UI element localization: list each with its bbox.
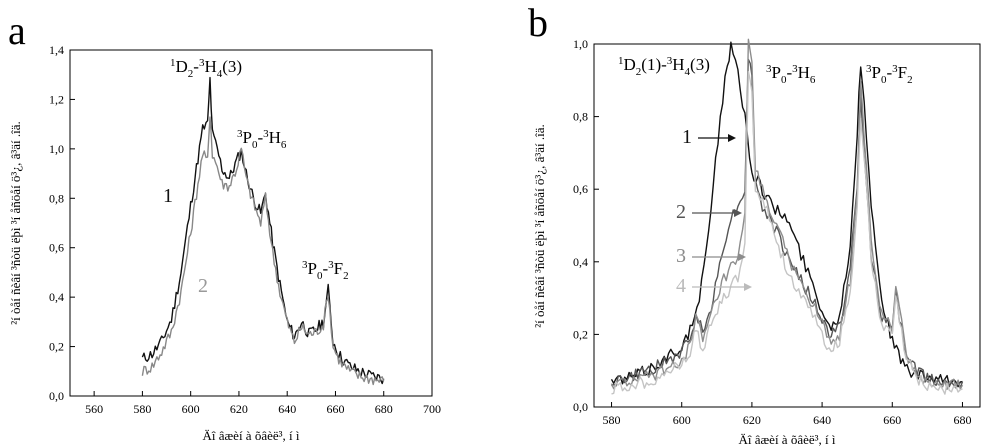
pointer-arrow-b-1 [728, 134, 736, 142]
y-tick-label: 1,0 [573, 37, 588, 51]
x-tick-label: 580 [603, 413, 621, 427]
y-tick-label: 1,4 [49, 43, 64, 57]
plot-frame-a [69, 49, 433, 397]
curve-label-a-1: 1 [163, 185, 173, 207]
x-axis-label-a: Äî âæèí à õâèë³, í ì [202, 428, 299, 443]
axes-b: 580 600 620 640 660 680 0,0 0,2 0,4 0,6 0,8 1,0 [573, 37, 971, 427]
x-tick-label: 600 [182, 402, 200, 416]
y-tick-label: 0,0 [49, 389, 64, 403]
panel-label-b: b [528, 0, 548, 45]
series-line-2 [141, 116, 385, 386]
series-line-4 [611, 70, 963, 395]
x-tick-label: 680 [953, 413, 971, 427]
y-tick-label: 0,4 [49, 290, 64, 304]
y-tick-label: 0,0 [573, 400, 588, 414]
plot-frame-b [593, 43, 981, 408]
curve-label-a-2: 2 [198, 275, 208, 297]
x-tick-label: 560 [85, 402, 103, 416]
series-group-b [610, 38, 964, 395]
axes-a: 560 580 600 620 640 660 680 700 0,0 0,2 0,4 0,6 0,8 1… [49, 43, 441, 416]
series-line-1 [141, 76, 385, 385]
series-group-a [141, 76, 385, 386]
x-tick-label: 660 [326, 402, 344, 416]
annotation-a-3P0-3F2: 3P0-3F2 [302, 259, 349, 282]
y-tick-label: 0,8 [573, 110, 588, 124]
y-axis-label-a: ²í òåí ñèâí ³ñòü ëþì ³í åñöåí ö³¿, â³äí … [8, 121, 23, 325]
annotation-b-3P0-3F2: 3P0-3F2 [866, 63, 913, 86]
x-tick-label: 620 [743, 413, 761, 427]
x-tick-label: 660 [883, 413, 901, 427]
x-tick-label: 600 [673, 413, 691, 427]
panel-label-a: a [8, 8, 26, 53]
y-tick-label: 1,0 [49, 142, 64, 156]
pointer-arrow-b-3 [738, 253, 746, 261]
chart-panel-a: a 560 580 600 620 640 660 680 700 0,0 0,2 0,4 0,6 0,… [8, 8, 441, 443]
series-line-2 [611, 58, 964, 389]
curve-label-b-1: 1 [682, 126, 692, 148]
x-tick-label: 640 [278, 402, 296, 416]
pointer-arrow-b-4 [744, 283, 752, 291]
curve-label-b-2: 2 [676, 201, 686, 223]
annotation-b-1D2-3H4: 1D2(1)-3H4(3) [618, 55, 710, 78]
x-tick-label: 580 [133, 402, 151, 416]
x-tick-label: 640 [813, 413, 831, 427]
series-line-3 [610, 38, 964, 390]
x-tick-label: 700 [423, 402, 441, 416]
series-line-1 [610, 41, 963, 388]
y-tick-label: 0,6 [49, 241, 64, 255]
x-tick-label: 680 [375, 402, 393, 416]
x-axis-label-b: Äî âæèí à õâèë³, í ì [738, 432, 835, 447]
x-tick-label: 620 [230, 402, 248, 416]
chart-panel-b: b 580 600 620 640 660 680 0,0 0,2 0,4 0,6 0,8 1,0 Ä… [528, 0, 981, 447]
y-tick-label: 0,2 [49, 340, 64, 354]
y-tick-label: 0,8 [49, 191, 64, 205]
y-tick-label: 0,4 [573, 255, 588, 269]
y-tick-label: 1,2 [49, 92, 64, 106]
y-axis-label-b: ²í òåí ñèâí ³ñòü ëþì ³í åñöåí ö³¿, â³äí … [532, 124, 547, 328]
y-tick-label: 0,6 [573, 182, 588, 196]
pointer-arrow-b-2 [734, 209, 742, 217]
curve-label-b-3: 3 [676, 245, 686, 267]
annotation-a-3P0-3H6: 3P0-3H6 [237, 128, 287, 151]
curve-label-b-4: 4 [676, 275, 686, 297]
annotation-a-1D2-3H4: 1D2-3H4(3) [170, 57, 242, 80]
annotation-b-3P0-3H6: 3P0-3H6 [766, 63, 816, 86]
y-tick-label: 0,2 [573, 327, 588, 341]
